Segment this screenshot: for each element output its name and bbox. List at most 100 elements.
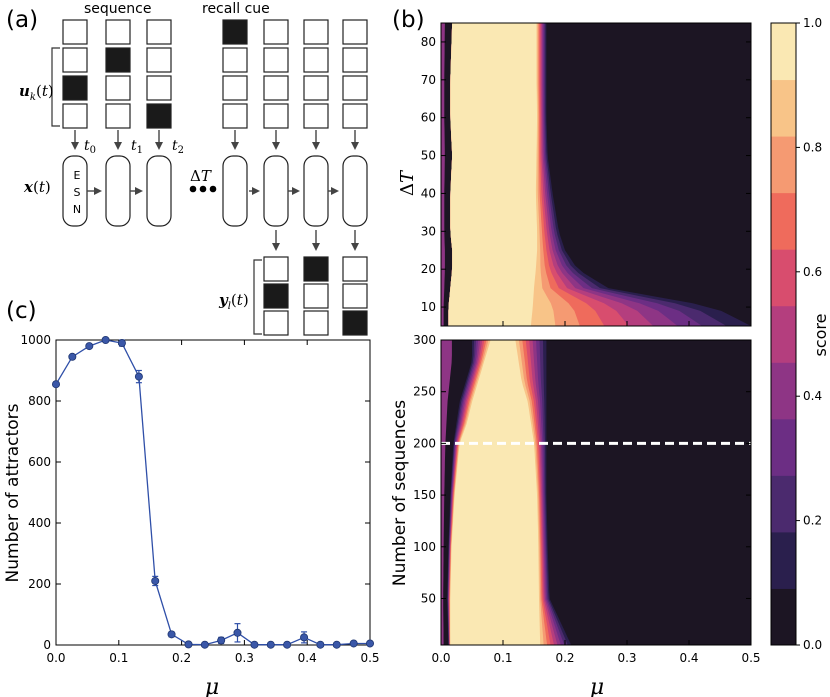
- input-cell: [62, 103, 88, 129]
- xtick-label: 0.3: [235, 651, 254, 665]
- xtick-label: 0.2: [172, 651, 191, 665]
- input-grid: [62, 19, 368, 129]
- panel-b: (b) 10 20 30 40 50 60 70 80 ΔT 50 100 150 200 250 30…: [390, 7, 830, 697]
- heatmap-xticks: 0.0 0.1 0.2 0.3 0.4 0.5: [431, 321, 761, 665]
- input-cell: [263, 103, 289, 129]
- heatmap-bottom: [441, 340, 751, 645]
- input-cell: [146, 75, 172, 101]
- esn-text: E S N: [73, 169, 81, 216]
- colorbar-segment: [771, 192, 796, 250]
- xtick-label: 0.2: [555, 651, 574, 665]
- input-cell: [303, 103, 329, 129]
- time-label-t1: t1: [131, 138, 143, 156]
- ytick-label: 200: [28, 577, 51, 591]
- colorbar-segment: [771, 79, 796, 137]
- xtick-label: 0.0: [46, 651, 65, 665]
- ytick-label: 80: [421, 35, 436, 49]
- attractor-point: [200, 640, 209, 649]
- output-cell-active: [342, 310, 368, 336]
- input-cell: [105, 103, 131, 129]
- colorbar-segment: [771, 305, 796, 363]
- output-cell: [263, 310, 289, 336]
- output-cell: [263, 256, 289, 282]
- esn-unit: [146, 155, 172, 227]
- colorbar-ticks: 0.0 0.2 0.4 0.6 0.8 1.0: [796, 16, 822, 652]
- attractor-plot-ticks: 0.0 0.1 0.2 0.3 0.4 0.5 0 200 400 600 800 1000: [20, 333, 379, 665]
- heatmap-xlabel: μ: [590, 675, 604, 697]
- ytick-label: 30: [421, 224, 436, 238]
- ytick-label: 50: [421, 149, 436, 163]
- input-cell-active: [222, 19, 248, 45]
- colorbar-frame: [770, 22, 797, 646]
- colorbar-tick-label: 0.6: [803, 265, 822, 279]
- ytick-label: 600: [28, 455, 51, 469]
- input-cell: [263, 75, 289, 101]
- panel-c: (c) 0.0 0.1 0.2 0.3 0.4 0.502004006008001000 …: [3, 298, 380, 697]
- heatmap-top: [441, 23, 751, 326]
- colorbar-label: score: [811, 314, 830, 357]
- xtick-label: 0.4: [298, 651, 317, 665]
- attractor-point: [101, 335, 110, 344]
- dot: [199, 185, 207, 193]
- time-label-t0: t0: [84, 138, 96, 156]
- attractor-point: [184, 640, 193, 649]
- score-contour-level: [450, 340, 541, 645]
- attractor-plot-xlabel: μ: [205, 675, 219, 697]
- dot: [189, 185, 197, 193]
- output-arrows: [272, 230, 359, 251]
- score-contour-edge: [441, 23, 445, 326]
- heatmap-bottom-yticks: 50 100 150 200 250 300: [413, 333, 751, 605]
- colorbar-segment: [771, 475, 796, 533]
- colorbar-segment: [771, 136, 796, 194]
- heatmap-top-yticks: 10 20 30 40 50 60 70 80: [421, 35, 751, 314]
- input-cell-active: [105, 47, 131, 73]
- score-contour-level: [448, 23, 538, 326]
- output-cell: [342, 256, 368, 282]
- esn-unit: [263, 155, 289, 227]
- heatmap-bottom-frame: [440, 339, 752, 646]
- attractor-point: [85, 342, 94, 351]
- input-cell: [342, 47, 368, 73]
- attractor-point: [316, 640, 325, 649]
- attractor-point: [217, 636, 226, 645]
- esn-letter-n: N: [73, 203, 81, 216]
- time-label-t2: t2: [172, 138, 184, 156]
- input-cell: [222, 47, 248, 73]
- output-bracket: [253, 259, 262, 335]
- output-label: yl(t): [218, 291, 249, 312]
- xtick-label: 0.5: [360, 651, 379, 665]
- input-cell: [146, 47, 172, 73]
- colorbar-segment: [771, 362, 796, 420]
- ytick-label: 70: [421, 73, 436, 87]
- attractor-point: [68, 352, 77, 361]
- attractor-plot-ylabel: Number of attractors: [3, 403, 23, 582]
- heatmap-bottom-bands: [441, 340, 572, 645]
- state-label: x(t): [23, 178, 51, 196]
- esn-letter-e: E: [74, 169, 81, 182]
- sequence-label: sequence: [84, 1, 151, 17]
- heatmap-top-ylabel: ΔT: [397, 169, 418, 196]
- heatmap-top-bands: [441, 23, 751, 326]
- colorbar-segment: [771, 588, 796, 646]
- attractor-point: [332, 640, 341, 649]
- esn-unit: [222, 155, 248, 227]
- colorbar-tick-label: 0.0: [803, 638, 822, 652]
- xtick-label: 0.4: [679, 651, 698, 665]
- esn-unit: [105, 155, 131, 227]
- attractor-point: [117, 339, 126, 348]
- attractor-point: [52, 380, 61, 389]
- ytick-label: 60: [421, 111, 436, 125]
- attractor-point: [233, 628, 242, 637]
- delta-t-label: ΔT: [190, 167, 212, 185]
- input-cell: [222, 103, 248, 129]
- colorbar-segment: [771, 531, 796, 589]
- ytick-label: 0: [43, 638, 51, 652]
- panel-a-label: (a): [6, 7, 38, 33]
- ytick-label: 20: [421, 262, 436, 276]
- output-cell: [303, 283, 329, 309]
- colorbar-segment: [771, 23, 796, 81]
- colorbar-segment: [771, 418, 796, 476]
- colorbar-tick-label: 1.0: [803, 16, 822, 30]
- score-contour-edge: [441, 340, 452, 645]
- input-cell: [62, 19, 88, 45]
